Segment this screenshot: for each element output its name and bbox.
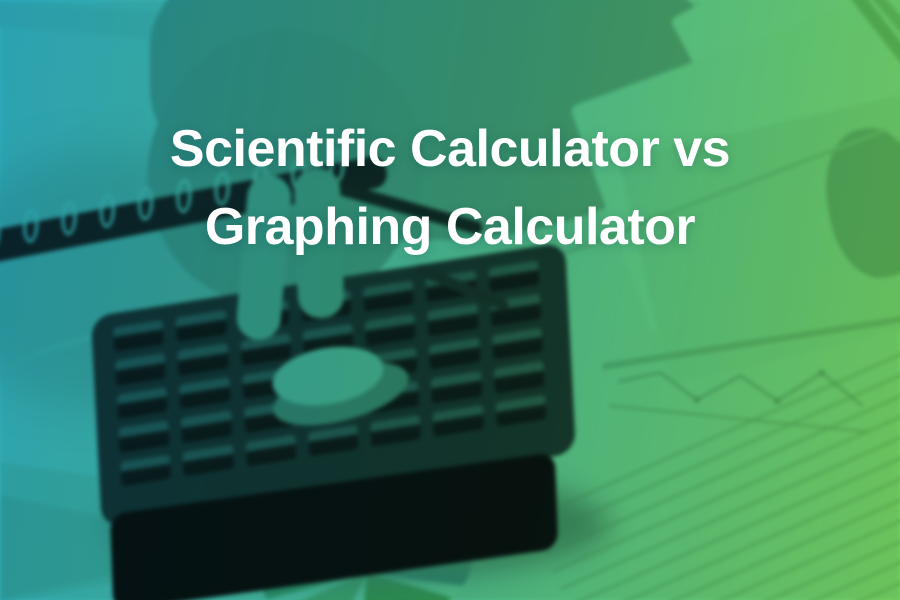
title-line-2: Graphing Calculator bbox=[204, 198, 696, 256]
title-line-1: Scientific Calculator vs bbox=[169, 120, 731, 178]
page-title: Scientific Calculator vs Graphing Calcul… bbox=[0, 110, 900, 266]
